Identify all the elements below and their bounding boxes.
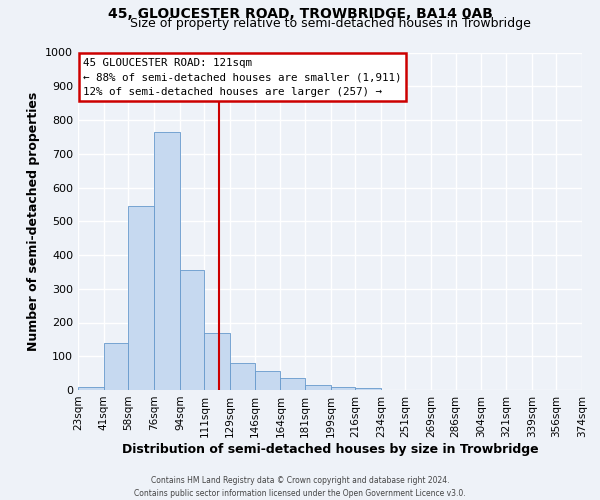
Bar <box>128 206 154 390</box>
Bar <box>180 270 205 390</box>
Bar <box>355 388 381 390</box>
Bar <box>104 343 128 390</box>
Bar <box>205 332 230 390</box>
Bar <box>78 386 104 390</box>
Text: Contains HM Land Registry data © Crown copyright and database right 2024.
Contai: Contains HM Land Registry data © Crown c… <box>134 476 466 498</box>
Bar <box>254 372 280 390</box>
Title: Size of property relative to semi-detached houses in Trowbridge: Size of property relative to semi-detach… <box>130 18 530 30</box>
Bar <box>230 363 254 390</box>
Text: 45, GLOUCESTER ROAD, TROWBRIDGE, BA14 0AB: 45, GLOUCESTER ROAD, TROWBRIDGE, BA14 0A… <box>107 8 493 22</box>
Y-axis label: Number of semi-detached properties: Number of semi-detached properties <box>26 92 40 351</box>
Bar <box>154 132 180 390</box>
Bar <box>331 386 355 390</box>
Bar <box>305 385 331 390</box>
Text: 45 GLOUCESTER ROAD: 121sqm
← 88% of semi-detached houses are smaller (1,911)
12%: 45 GLOUCESTER ROAD: 121sqm ← 88% of semi… <box>83 58 401 97</box>
Bar <box>280 378 305 390</box>
X-axis label: Distribution of semi-detached houses by size in Trowbridge: Distribution of semi-detached houses by … <box>122 442 538 456</box>
